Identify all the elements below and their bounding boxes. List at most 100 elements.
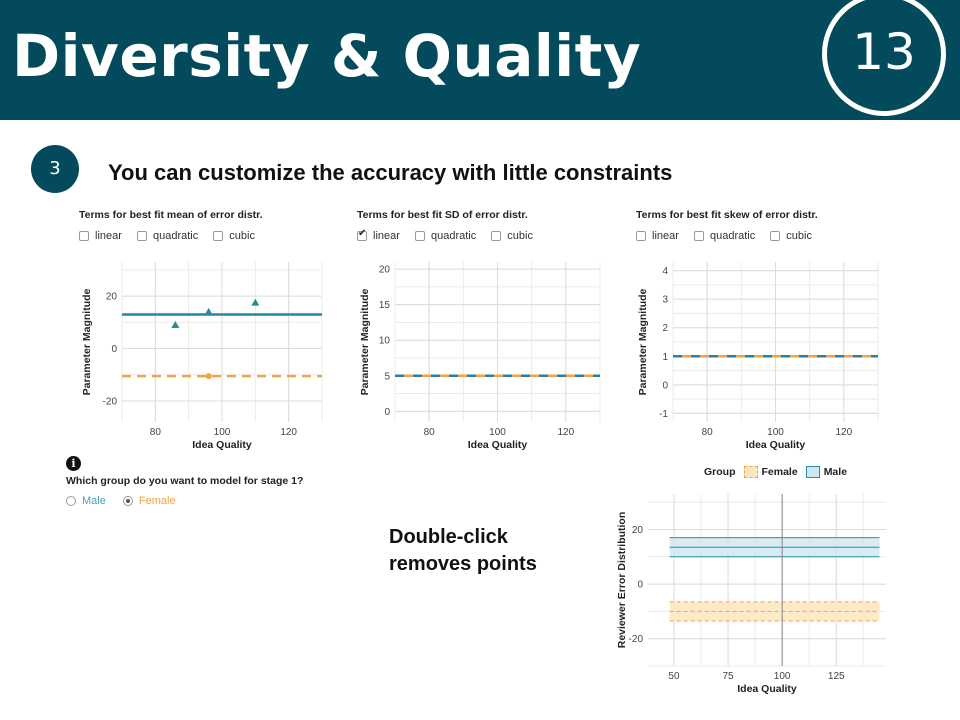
group-question: Which group do you want to model for sta…: [66, 475, 304, 487]
legend-title: Group: [704, 466, 736, 478]
legend-swatch-female: [743, 466, 758, 478]
y-tick-label: -20: [103, 397, 118, 408]
sd-chart[interactable]: 80 100 120 0 5 10 15 20 Idea Quality Parameter Ma…: [350, 256, 610, 456]
checkbox-quadratic[interactable]: quadratic: [136, 230, 199, 242]
slide-title: Diversity & Quality: [12, 22, 642, 90]
checkbox-box[interactable]: [136, 231, 147, 241]
page-number: 13: [852, 23, 916, 81]
y-axis-label: Parameter Magnitude: [359, 288, 371, 395]
x-tick-label: 100: [214, 427, 231, 438]
checkbox-quadratic[interactable]: quadratic: [693, 230, 756, 242]
x-tick-label: 50: [668, 671, 680, 682]
x-tick-label: 100: [774, 671, 791, 682]
checkbox-linear[interactable]: linear: [79, 230, 122, 242]
chart-legend: Group Female Male: [704, 466, 847, 478]
y-tick-label: 1: [662, 352, 668, 363]
x-tick-label: 75: [722, 671, 734, 682]
radio-female[interactable]: Female: [122, 495, 176, 507]
y-tick-label: 10: [379, 336, 391, 347]
y-tick-label: 15: [379, 300, 391, 311]
y-tick-label: 0: [637, 580, 643, 591]
x-tick-label: 80: [702, 427, 714, 438]
checkbox-label: quadratic: [430, 230, 477, 242]
note-line-1: Double-click: [389, 526, 508, 548]
checkbox-cubic[interactable]: cubic: [770, 230, 812, 242]
checkbox-quadratic[interactable]: quadratic: [414, 230, 477, 242]
x-tick-label: 120: [280, 427, 297, 438]
checkbox-box[interactable]: [636, 231, 646, 241]
y-tick-label: 2: [662, 323, 668, 334]
y-tick-label: 3: [662, 295, 668, 306]
x-tick-label: 125: [828, 671, 845, 682]
checkbox-group-mean: linear quadratic cubic: [79, 230, 267, 244]
x-tick-label: 120: [557, 427, 574, 438]
checkbox-box[interactable]: [770, 231, 781, 241]
x-tick-label: 120: [835, 427, 852, 438]
legend-label-male: Male: [823, 466, 848, 478]
step-headline: You can customize the accuracy with litt…: [108, 160, 673, 185]
info-icon[interactable]: i: [66, 456, 81, 471]
instruction-note: Double-click removes points: [389, 524, 537, 578]
y-tick-label: -1: [659, 409, 668, 420]
y-tick-label: 20: [632, 525, 644, 536]
checkbox-box[interactable]: [693, 231, 704, 241]
checkbox-label: linear: [652, 230, 679, 242]
checkbox-box[interactable]: [357, 228, 367, 241]
x-tick-label: 100: [767, 427, 784, 438]
note-line-2: removes points: [389, 553, 537, 575]
checkbox-group-sd: linear quadratic cubic: [357, 228, 545, 244]
legend-swatch-male: [805, 466, 820, 478]
x-axis-label: Idea Quality: [468, 439, 528, 451]
radio-label-male: Male: [82, 495, 106, 507]
mean-chart[interactable]: 80 100 120 -20 0 20 Idea Quality Parameter Magn…: [72, 256, 332, 456]
y-tick-label: 20: [379, 265, 391, 276]
checkbox-box[interactable]: [213, 231, 224, 241]
y-tick-label: 4: [662, 266, 668, 277]
y-tick-label: 20: [106, 292, 118, 303]
y-tick-label: 5: [384, 371, 390, 382]
radio-male[interactable]: Male: [66, 495, 106, 507]
radio-dot[interactable]: [122, 496, 133, 506]
skew-chart[interactable]: 80 100 120 -1 0 1 2 3 4 Idea Quality Parameter Mag…: [628, 256, 888, 456]
checkbox-label: cubic: [507, 230, 533, 242]
data-point-male: [251, 298, 260, 306]
radio-label-female: Female: [138, 495, 176, 507]
checkbox-box[interactable]: [414, 231, 425, 241]
checkbox-cubic[interactable]: cubic: [213, 230, 255, 242]
data-point-female: [205, 373, 212, 380]
group-radio-group: Male Female: [66, 495, 190, 509]
checkbox-label: linear: [95, 230, 122, 242]
checkbox-group-skew: linear quadratic cubic: [636, 230, 824, 244]
checkbox-cubic[interactable]: cubic: [491, 230, 533, 242]
checkbox-box[interactable]: [79, 231, 89, 241]
panel-title-skew: Terms for best fit skew of error distr.: [636, 209, 818, 221]
y-tick-label: 0: [662, 380, 668, 391]
panel-title-sd: Terms for best fit SD of error distr.: [357, 209, 528, 221]
page-number-badge: 13: [822, 0, 946, 116]
error-distribution-chart[interactable]: 50 75 100 125 -20 0 20 Idea Quality Reviewer Err…: [612, 490, 892, 702]
y-tick-label: -20: [629, 634, 644, 645]
y-tick-label: 0: [111, 344, 117, 355]
y-axis-label: Reviewer Error Distribution: [616, 512, 628, 649]
checkbox-label: cubic: [786, 230, 812, 242]
step-number-badge: 3: [31, 145, 79, 193]
x-axis-label: Idea Quality: [746, 439, 806, 451]
checkbox-box[interactable]: [491, 231, 502, 241]
legend-label-female: Female: [761, 466, 798, 478]
y-axis-label: Parameter Magnitude: [637, 288, 649, 395]
band-female: [669, 601, 880, 621]
checkbox-linear[interactable]: linear: [636, 230, 679, 242]
checkbox-label: linear: [373, 230, 400, 242]
data-point-male: [171, 320, 180, 328]
checkbox-label: quadratic: [152, 230, 199, 242]
radio-dot[interactable]: [66, 496, 76, 506]
checkbox-linear[interactable]: linear: [357, 228, 400, 242]
header-bar: Diversity & Quality 13: [0, 0, 960, 120]
x-axis-label: Idea Quality: [737, 683, 797, 695]
y-axis-label: Parameter Magnitude: [81, 288, 93, 395]
panel-title-mean: Terms for best fit mean of error distr.: [79, 209, 263, 221]
x-axis-label: Idea Quality: [192, 439, 252, 451]
checkbox-label: quadratic: [709, 230, 756, 242]
x-tick-label: 80: [150, 427, 162, 438]
x-tick-label: 80: [424, 427, 436, 438]
